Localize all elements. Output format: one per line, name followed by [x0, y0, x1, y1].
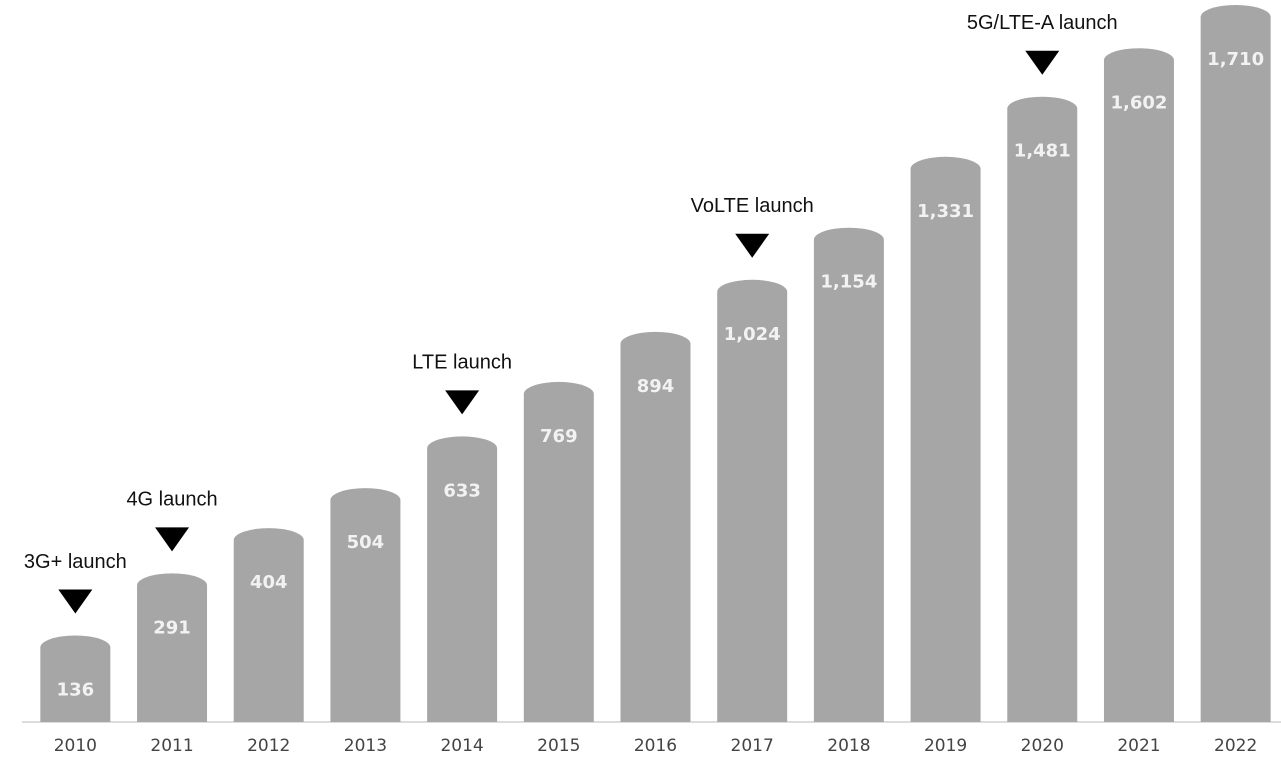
value-label: 1,024	[724, 324, 781, 345]
annotation: 3G+ launch	[24, 551, 127, 573]
annotation: VoLTE launch	[691, 195, 814, 217]
value-label: 404	[250, 572, 288, 593]
bar	[137, 573, 208, 722]
annotation: LTE launch	[412, 352, 512, 374]
value-label: 1,710	[1207, 49, 1264, 70]
x-tick-label: 2015	[537, 736, 580, 756]
value-label: 1,481	[1014, 141, 1071, 162]
x-tick-label: 2013	[344, 736, 387, 756]
value-label: 894	[637, 376, 675, 397]
x-tick-label: 2019	[924, 736, 967, 756]
annotation-marker	[735, 233, 770, 258]
value-label: 136	[57, 679, 95, 700]
value-label: 291	[153, 617, 191, 638]
x-tick-label: 2016	[634, 736, 677, 756]
x-tick-label: 2017	[731, 736, 774, 756]
value-label: 1,602	[1110, 92, 1167, 113]
value-label: 633	[443, 480, 481, 501]
annotation-marker	[445, 390, 480, 415]
bar	[813, 227, 884, 722]
value-label: 504	[347, 532, 385, 553]
value-label: 769	[540, 426, 578, 447]
annotation-marker	[155, 527, 190, 552]
bar	[910, 156, 981, 722]
bar	[427, 436, 498, 722]
bar	[523, 381, 594, 722]
value-label: 1,154	[820, 272, 877, 293]
bar	[233, 528, 304, 722]
bar	[1200, 5, 1271, 723]
x-tick-label: 2011	[150, 736, 193, 756]
bar	[717, 279, 788, 722]
annotation-marker	[58, 589, 93, 614]
x-tick-label: 2021	[1117, 736, 1160, 756]
x-tick-label: 2012	[247, 736, 290, 756]
bar	[330, 488, 401, 722]
annotation: 4G launch	[126, 489, 217, 511]
x-tick-label: 2010	[54, 736, 97, 756]
x-tick-label: 2018	[827, 736, 870, 756]
x-tick-label: 2014	[440, 736, 483, 756]
bar	[1103, 48, 1174, 723]
bar	[620, 331, 691, 722]
x-tick-label: 2022	[1214, 736, 1257, 756]
bar	[1007, 96, 1078, 723]
annotation-marker	[1025, 50, 1060, 75]
value-label: 1,331	[917, 201, 974, 222]
annotation: 5G/LTE-A launch	[967, 12, 1118, 34]
bar	[40, 635, 111, 722]
x-tick-label: 2020	[1021, 736, 1064, 756]
